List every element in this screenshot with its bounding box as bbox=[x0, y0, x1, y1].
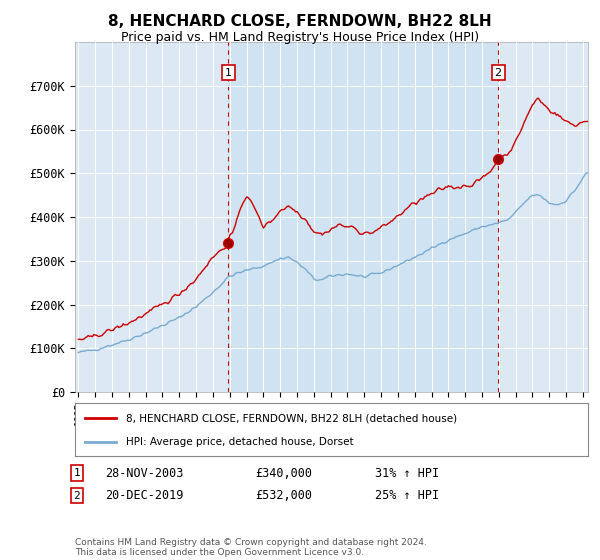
Text: 28-NOV-2003: 28-NOV-2003 bbox=[105, 466, 184, 480]
Text: HPI: Average price, detached house, Dorset: HPI: Average price, detached house, Dors… bbox=[127, 436, 354, 446]
Text: £532,000: £532,000 bbox=[255, 489, 312, 502]
Text: Price paid vs. HM Land Registry's House Price Index (HPI): Price paid vs. HM Land Registry's House … bbox=[121, 31, 479, 44]
Text: 1: 1 bbox=[73, 468, 80, 478]
Text: 1: 1 bbox=[225, 68, 232, 78]
Text: 20-DEC-2019: 20-DEC-2019 bbox=[105, 489, 184, 502]
Text: £340,000: £340,000 bbox=[255, 466, 312, 480]
Text: 25% ↑ HPI: 25% ↑ HPI bbox=[375, 489, 439, 502]
Text: 31% ↑ HPI: 31% ↑ HPI bbox=[375, 466, 439, 480]
Text: 2: 2 bbox=[494, 68, 502, 78]
Text: 2: 2 bbox=[73, 491, 80, 501]
Text: Contains HM Land Registry data © Crown copyright and database right 2024.
This d: Contains HM Land Registry data © Crown c… bbox=[75, 538, 427, 557]
Text: 8, HENCHARD CLOSE, FERNDOWN, BH22 8LH (detached house): 8, HENCHARD CLOSE, FERNDOWN, BH22 8LH (d… bbox=[127, 413, 457, 423]
Text: 8, HENCHARD CLOSE, FERNDOWN, BH22 8LH: 8, HENCHARD CLOSE, FERNDOWN, BH22 8LH bbox=[108, 14, 492, 29]
Bar bbox=[229, 42, 498, 392]
